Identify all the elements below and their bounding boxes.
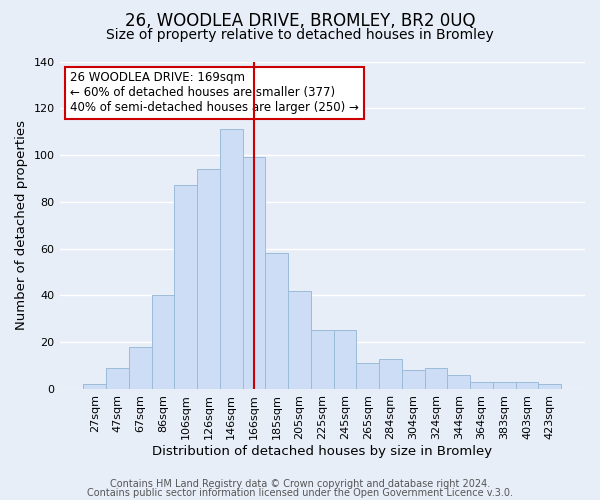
Text: 26, WOODLEA DRIVE, BROMLEY, BR2 0UQ: 26, WOODLEA DRIVE, BROMLEY, BR2 0UQ (125, 12, 475, 30)
Bar (265, 254, 288, 389)
Bar (242, 158, 265, 389)
Bar (493, 382, 515, 389)
Text: Contains public sector information licensed under the Open Government Licence v.: Contains public sector information licen… (87, 488, 513, 498)
Bar (515, 382, 538, 389)
Y-axis label: Number of detached properties: Number of detached properties (15, 120, 28, 330)
Bar (288, 290, 311, 389)
Bar (197, 169, 220, 389)
Bar (470, 382, 493, 389)
Text: Contains HM Land Registry data © Crown copyright and database right 2024.: Contains HM Land Registry data © Crown c… (110, 479, 490, 489)
Bar (83, 384, 106, 389)
Bar (448, 375, 470, 389)
Bar (129, 347, 152, 389)
Bar (334, 330, 356, 389)
Bar (311, 330, 334, 389)
Bar (106, 368, 129, 389)
Bar (379, 358, 402, 389)
Bar (538, 384, 561, 389)
Bar (425, 368, 448, 389)
X-axis label: Distribution of detached houses by size in Bromley: Distribution of detached houses by size … (152, 444, 493, 458)
Bar (356, 363, 379, 389)
Bar (175, 186, 197, 389)
Bar (220, 130, 242, 389)
Text: 26 WOODLEA DRIVE: 169sqm
← 60% of detached houses are smaller (377)
40% of semi-: 26 WOODLEA DRIVE: 169sqm ← 60% of detach… (70, 72, 359, 114)
Text: Size of property relative to detached houses in Bromley: Size of property relative to detached ho… (106, 28, 494, 42)
Bar (402, 370, 425, 389)
Bar (152, 296, 175, 389)
